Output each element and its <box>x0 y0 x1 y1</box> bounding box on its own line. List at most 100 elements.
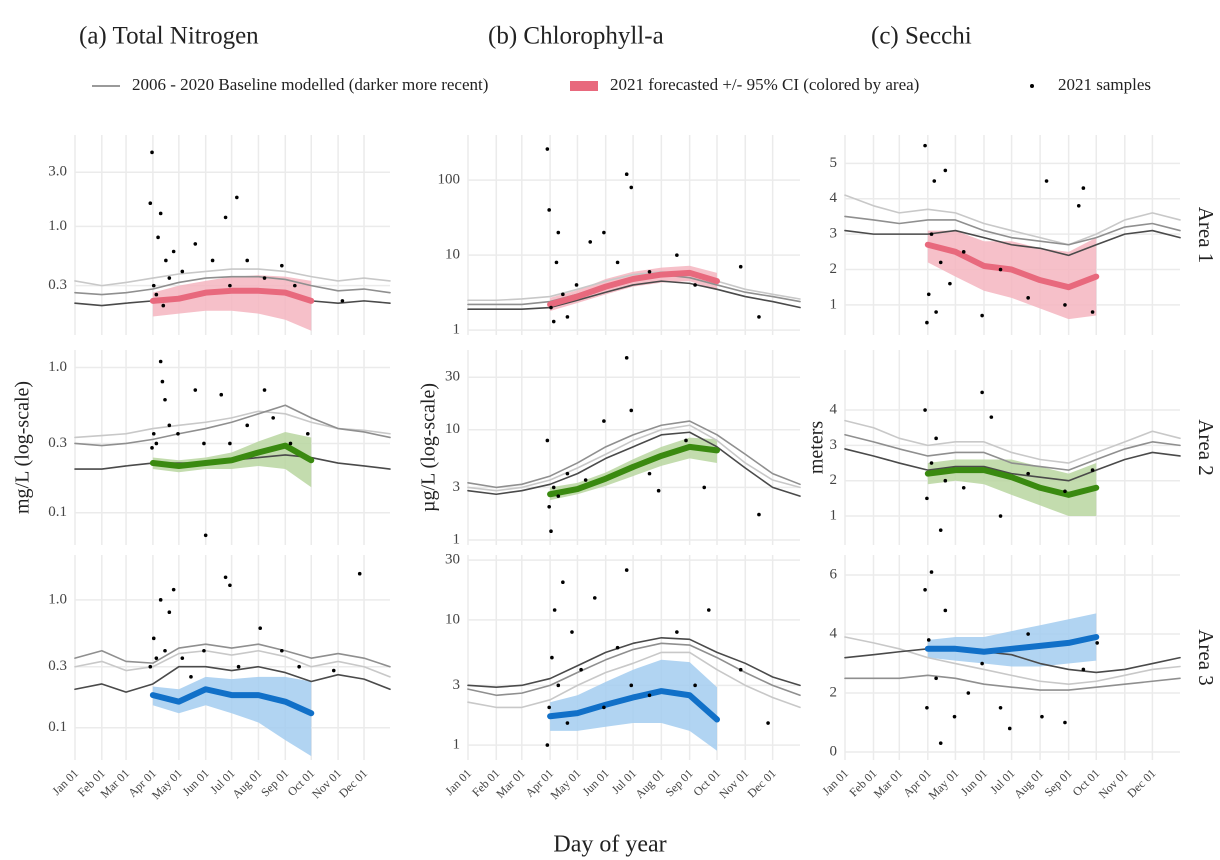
y-tick-label: 4 <box>830 625 838 641</box>
sample-point <box>171 249 176 254</box>
panel <box>467 350 800 545</box>
sample-point <box>702 485 707 490</box>
sample-point <box>151 431 156 436</box>
sample-point <box>980 313 984 318</box>
sample-point <box>193 388 198 392</box>
sample-point <box>948 281 952 286</box>
forecast-line <box>149 287 315 304</box>
y-tick-label: 1 <box>453 531 461 547</box>
facet-label: Area 2 <box>1194 419 1218 476</box>
sample-point <box>925 496 929 501</box>
baseline-line <box>467 642 801 697</box>
sample-point <box>624 568 629 572</box>
sample-point <box>189 675 193 679</box>
sample-point <box>258 626 262 631</box>
sample-point <box>706 608 711 612</box>
sample-point <box>966 691 971 695</box>
sample-point <box>923 408 927 412</box>
sample-point <box>550 655 554 660</box>
sample-point <box>154 292 159 297</box>
x-tick-label: Nov 01 <box>1096 766 1131 801</box>
sample-point <box>167 423 172 428</box>
forecast-line <box>924 634 1100 655</box>
sample-point <box>161 303 166 308</box>
sample-point <box>738 667 743 672</box>
sample-point <box>202 648 206 653</box>
y-tick-label: 0.1 <box>48 719 67 735</box>
sample-point <box>193 242 198 246</box>
sample-point <box>158 359 163 364</box>
sample-point <box>934 310 938 314</box>
y-tick-label: 30 <box>445 369 460 385</box>
ci-band <box>550 265 717 311</box>
y-tick-label: 3 <box>830 226 838 242</box>
sample-point <box>223 215 228 220</box>
sample-point <box>223 575 228 580</box>
sample-point <box>545 743 550 747</box>
baseline-line <box>844 229 1181 257</box>
ci-band <box>927 230 1097 320</box>
sample-point <box>579 667 583 672</box>
sample-point <box>549 305 553 310</box>
sample-point <box>1063 489 1067 494</box>
sample-point <box>932 179 937 183</box>
baseline-line <box>844 433 1181 471</box>
facet-label: Area 3 <box>1194 629 1218 686</box>
legend-label: 2021 samples <box>1058 75 1151 94</box>
sample-point <box>961 485 966 490</box>
sample-point <box>952 714 957 719</box>
sample-point <box>163 397 167 402</box>
sample-point <box>245 423 250 428</box>
sample-point <box>675 253 679 257</box>
sample-point <box>210 258 215 263</box>
sample-point <box>262 276 267 280</box>
sample-point <box>236 664 241 669</box>
sample-point <box>980 661 984 666</box>
sample-point <box>1026 296 1030 300</box>
baseline-line <box>844 448 1181 482</box>
baseline-line <box>467 636 801 688</box>
y-tick-label: 3 <box>830 437 838 453</box>
sample-point <box>151 636 156 641</box>
x-tick-label: Jun 01 <box>958 766 990 798</box>
sample-point <box>998 267 1003 272</box>
baseline-line <box>467 280 801 310</box>
sample-point <box>592 596 597 600</box>
y-tick-label: 10 <box>445 247 460 263</box>
baseline-line <box>844 194 1181 246</box>
y-tick-label: 0 <box>830 743 838 759</box>
sample-point <box>561 292 565 297</box>
sample-point <box>150 150 154 155</box>
baseline-line <box>844 636 1181 685</box>
sample-point <box>297 664 301 669</box>
sample-point <box>154 656 159 660</box>
baseline-line <box>467 424 801 492</box>
facet-label: Area 1 <box>1194 207 1218 264</box>
baseline-line <box>74 643 391 668</box>
sample-point <box>331 668 336 673</box>
y-tick-label: 4 <box>830 190 838 206</box>
sample-point <box>556 230 561 235</box>
baseline-line <box>467 431 801 497</box>
sample-point <box>551 319 556 324</box>
sample-point <box>647 269 652 274</box>
sample-point <box>1040 714 1044 719</box>
baseline-line <box>844 647 1181 674</box>
legend-point <box>1030 84 1034 88</box>
sample-point <box>998 514 1003 518</box>
panel <box>74 555 390 760</box>
x-tick-label: Mar 01 <box>871 766 906 801</box>
sample-point <box>167 610 172 615</box>
sample-point <box>547 208 551 212</box>
sample-point <box>1081 186 1086 190</box>
y-tick-label: 1 <box>830 507 838 523</box>
x-tick-label: Dec 01 <box>745 766 779 800</box>
y-axis-label: meters <box>806 421 828 475</box>
sample-point <box>1076 203 1081 208</box>
sample-point <box>203 533 208 538</box>
panel <box>467 555 800 760</box>
sample-point <box>934 676 938 681</box>
sample-point <box>280 263 284 268</box>
sample-point <box>624 356 629 360</box>
